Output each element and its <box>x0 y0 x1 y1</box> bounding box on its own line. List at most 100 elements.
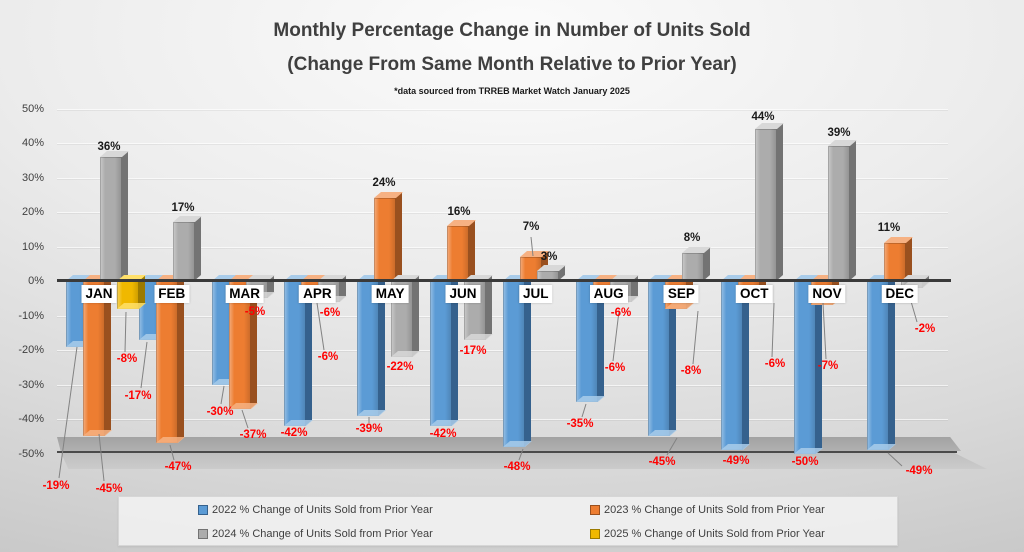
bar-side-face <box>468 219 475 281</box>
data-label: -8% <box>680 365 702 377</box>
bar-2022-JUL[interactable] <box>502 275 532 447</box>
legend-swatch <box>590 529 600 539</box>
legend-label: 2022 % Change of Units Sold from Prior Y… <box>212 504 433 516</box>
bar-2023-JAN[interactable] <box>83 275 113 437</box>
gridline <box>57 246 948 248</box>
y-axis-tick-label: -10% <box>18 309 44 322</box>
legend-swatch <box>198 529 208 539</box>
month-label-JUN: JUN <box>445 285 481 303</box>
data-label: 44% <box>751 111 775 123</box>
bar-bottom-face <box>464 333 494 340</box>
y-axis-tick-label: 20% <box>21 206 44 218</box>
bar-2022-DEC[interactable] <box>866 275 896 451</box>
gridline <box>57 350 948 351</box>
leader-line <box>220 385 225 405</box>
bar-2024-SEP[interactable] <box>682 247 712 281</box>
y-axis-tick-label: 50% <box>21 102 44 115</box>
bar-2023-MAR[interactable] <box>228 275 258 409</box>
data-label: -7% <box>817 360 839 372</box>
y-axis-tick-label: -40% <box>18 413 44 425</box>
bar-bottom-face <box>391 350 421 357</box>
y-axis-tick-label: -50% <box>18 447 44 460</box>
floor-front <box>61 453 987 469</box>
bar-side-face <box>395 192 403 281</box>
data-label: -6% <box>764 358 786 370</box>
month-label-MAR: MAR <box>225 285 264 303</box>
bar-bottom-face <box>83 430 113 437</box>
month-label-OCT: OCT <box>735 285 773 303</box>
bar-2022-AUG[interactable] <box>575 275 605 402</box>
data-label: -17% <box>124 390 152 402</box>
bar-2024-NOV[interactable] <box>828 140 858 281</box>
bar-2022-NOV[interactable] <box>794 275 824 454</box>
bar-2022-MAR[interactable] <box>211 275 241 385</box>
bar-2023-JUN[interactable] <box>447 219 477 281</box>
data-label: -6% <box>317 351 339 363</box>
data-label: 16% <box>447 206 471 218</box>
data-label: -42% <box>429 428 457 440</box>
bar-2022-MAY[interactable] <box>357 275 387 416</box>
bar-2024-DEC[interactable] <box>900 275 930 288</box>
month-label-APR: APR <box>299 285 336 303</box>
bar-2024-JAN[interactable] <box>100 150 130 281</box>
data-label: 11% <box>877 222 901 234</box>
gridline <box>57 315 948 317</box>
bar-2023-FEB[interactable] <box>155 275 185 444</box>
data-label: -2% <box>914 323 936 335</box>
bar-2024-OCT[interactable] <box>755 123 785 281</box>
bar-2023-JUL[interactable] <box>519 250 549 281</box>
bar-bottom-face <box>284 419 314 426</box>
gridline <box>57 212 948 213</box>
data-label: -50% <box>791 456 819 468</box>
bar-2022-OCT[interactable] <box>721 275 751 451</box>
bar-2024-FEB[interactable] <box>172 216 202 281</box>
bar-bottom-face <box>357 409 387 416</box>
bar-2022-JUN[interactable] <box>430 275 460 426</box>
y-axis-tick-label: 30% <box>21 171 44 184</box>
legend-item-2023[interactable]: 2023 % Change of Units Sold from Prior Y… <box>590 504 825 516</box>
data-label: 7% <box>522 221 540 233</box>
data-label: -35% <box>566 418 594 430</box>
data-label: 8% <box>683 232 701 244</box>
bar-side-face <box>485 275 492 340</box>
data-label: -45% <box>95 483 123 495</box>
data-label: -45% <box>648 456 676 468</box>
legend-swatch <box>198 505 208 515</box>
month-label-AUG: AUG <box>589 285 628 303</box>
data-label: -8% <box>116 353 138 365</box>
bar-bottom-face <box>648 430 678 437</box>
data-label: -17% <box>459 345 487 357</box>
data-label: -49% <box>722 455 750 467</box>
bar-2022-APR[interactable] <box>284 275 314 426</box>
bar-2023-DEC[interactable] <box>883 237 913 281</box>
bar-2025-JAN[interactable] <box>117 275 147 309</box>
bar-side-face <box>776 123 784 281</box>
bar-bottom-face <box>430 419 460 426</box>
data-label: 36% <box>97 141 121 153</box>
month-label-JUL: JUL <box>519 285 553 303</box>
data-label: -37% <box>239 429 267 441</box>
gridline <box>57 384 948 386</box>
leader-line <box>771 302 775 358</box>
data-label: -5% <box>244 306 266 318</box>
bar-2024-JUL[interactable] <box>536 264 566 281</box>
chart-subtitle: *data sourced from TRREB Market Watch Ja… <box>394 86 630 96</box>
bar-side-face <box>849 140 856 281</box>
legend-item-2024[interactable]: 2024 % Change of Units Sold from Prior Y… <box>198 528 433 540</box>
bar-2023-MAY[interactable] <box>374 192 404 281</box>
data-label: -42% <box>280 427 308 439</box>
bar-2022-SEP[interactable] <box>648 275 678 437</box>
gridline <box>57 177 948 179</box>
data-label: -6% <box>319 307 341 319</box>
legend-item-2025[interactable]: 2025 % Change of Units Sold from Prior Y… <box>590 528 825 540</box>
bar-side-face <box>193 216 201 281</box>
bar-side-face <box>412 275 420 357</box>
legend-label: 2023 % Change of Units Sold from Prior Y… <box>604 504 825 516</box>
leader-line <box>124 311 127 353</box>
legend-item-2022[interactable]: 2022 % Change of Units Sold from Prior Y… <box>198 504 433 516</box>
data-label: -6% <box>610 307 632 319</box>
leader-line <box>581 403 587 418</box>
bar-bottom-face <box>665 302 695 309</box>
month-label-NOV: NOV <box>808 285 846 303</box>
